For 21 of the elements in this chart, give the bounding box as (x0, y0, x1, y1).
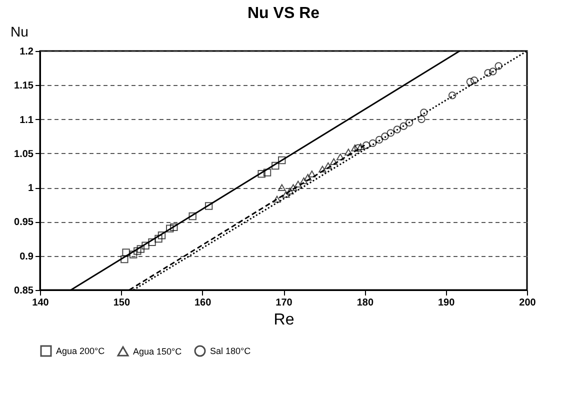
x-tick-label: 160 (194, 298, 212, 308)
y-tick-label: 0.95 (14, 217, 34, 228)
x-tick-label: 140 (32, 298, 50, 308)
y-tick-label: 1.05 (14, 148, 34, 160)
legend-label: Agua 200°C (56, 346, 106, 356)
y-tick-label: 0.85 (14, 286, 34, 296)
y-tick-label: 0.9 (20, 251, 34, 262)
x-tick-label: 180 (356, 298, 374, 308)
legend-label: Agua 150°C (133, 346, 182, 356)
y-tick-label: 1 (28, 183, 34, 194)
x-tick-label: 170 (276, 298, 293, 308)
y-tick-label: 1.1 (20, 114, 34, 126)
y-axis-title: Nu (10, 24, 28, 40)
x-tick-label: 150 (113, 298, 130, 308)
x-axis-title: Re (274, 312, 294, 328)
y-tick-label: 1.15 (14, 80, 34, 92)
x-tick-label: 190 (438, 298, 456, 308)
chart-title: Nu VS Re (247, 5, 320, 22)
x-tick-label: 200 (519, 298, 536, 308)
legend-label: Sal 180°C (210, 346, 252, 356)
y-tick-label: 1.2 (20, 46, 34, 58)
